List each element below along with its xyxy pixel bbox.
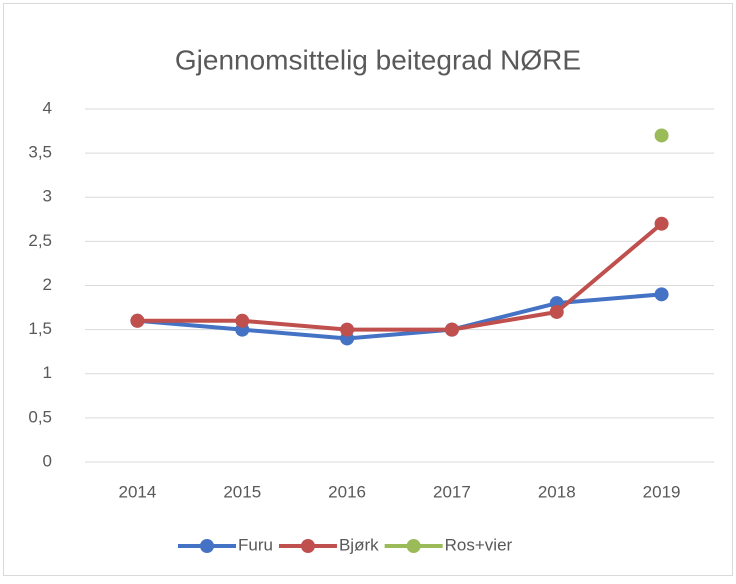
y-tick-label: 1 <box>43 363 52 382</box>
data-point <box>654 287 669 302</box>
data-point <box>654 128 669 143</box>
series-line <box>137 222 663 332</box>
series-line <box>137 292 662 341</box>
legend-marker <box>300 539 315 553</box>
y-tick-label: 2 <box>43 275 52 294</box>
legend-label: Ros+vier <box>445 535 513 554</box>
x-tick-label: 2015 <box>223 482 261 501</box>
chart-title: Gjennomsittelig beitegrad NØRE <box>175 44 581 75</box>
legend-marker <box>406 539 421 553</box>
data-point <box>444 322 459 337</box>
data-point <box>654 216 669 231</box>
y-tick-label: 2,5 <box>28 231 52 250</box>
legend-marker <box>200 539 214 553</box>
x-tick-label: 2014 <box>119 482 157 501</box>
x-tick-label: 2018 <box>538 482 576 501</box>
data-point <box>549 304 564 319</box>
x-tick-label: 2016 <box>328 482 366 501</box>
y-tick-label: 3 <box>43 187 52 206</box>
chart-border <box>3 3 733 576</box>
legend-label: Bjørk <box>339 535 379 554</box>
x-tick-label: 2019 <box>643 482 681 501</box>
y-tick-label: 3,5 <box>28 143 52 162</box>
data-point <box>235 313 250 328</box>
data-point <box>340 322 355 337</box>
y-tick-label: 1,5 <box>28 319 52 338</box>
data-point <box>130 313 145 328</box>
y-tick-label: 4 <box>43 98 52 117</box>
y-tick-label: 0,5 <box>28 407 52 426</box>
y-tick-label: 0 <box>43 451 52 470</box>
x-tick-label: 2017 <box>433 482 471 501</box>
legend-label: Furu <box>238 535 273 554</box>
